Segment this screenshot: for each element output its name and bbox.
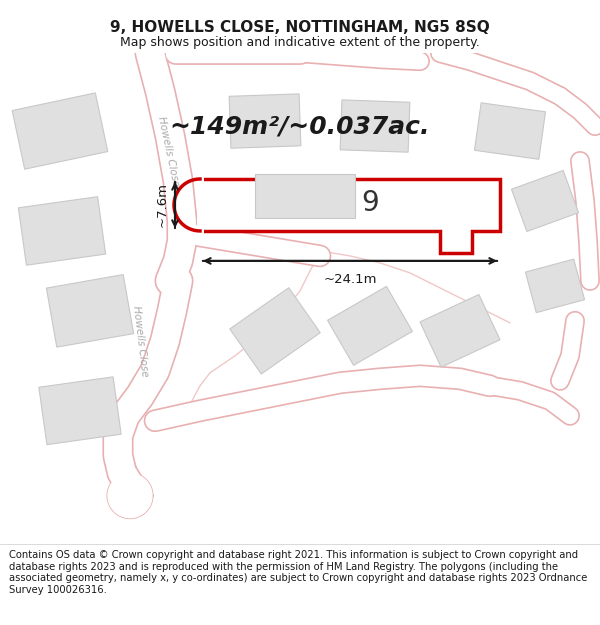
Text: 9, HOWELLS CLOSE, NOTTINGHAM, NG5 8SQ: 9, HOWELLS CLOSE, NOTTINGHAM, NG5 8SQ [110,20,490,35]
Polygon shape [19,197,106,265]
Polygon shape [230,288,320,374]
Polygon shape [108,474,152,518]
Polygon shape [46,274,134,347]
Text: Howells Close: Howells Close [131,304,149,377]
Text: ~149m²/~0.037ac.: ~149m²/~0.037ac. [170,114,430,138]
Polygon shape [255,174,355,219]
Polygon shape [475,102,545,159]
Polygon shape [340,100,410,152]
Polygon shape [12,93,108,169]
Text: Contains OS data © Crown copyright and database right 2021. This information is : Contains OS data © Crown copyright and d… [9,550,587,595]
Polygon shape [511,171,578,231]
Polygon shape [328,286,412,366]
Text: 9: 9 [361,189,379,217]
Polygon shape [200,179,500,253]
Polygon shape [39,377,121,444]
Text: ~24.1m: ~24.1m [323,273,377,286]
Polygon shape [526,259,584,312]
Polygon shape [420,294,500,368]
Text: Map shows position and indicative extent of the property.: Map shows position and indicative extent… [120,36,480,49]
Text: ~7.6m: ~7.6m [156,182,169,228]
Polygon shape [229,94,301,148]
Text: Howells Close: Howells Close [155,115,181,187]
